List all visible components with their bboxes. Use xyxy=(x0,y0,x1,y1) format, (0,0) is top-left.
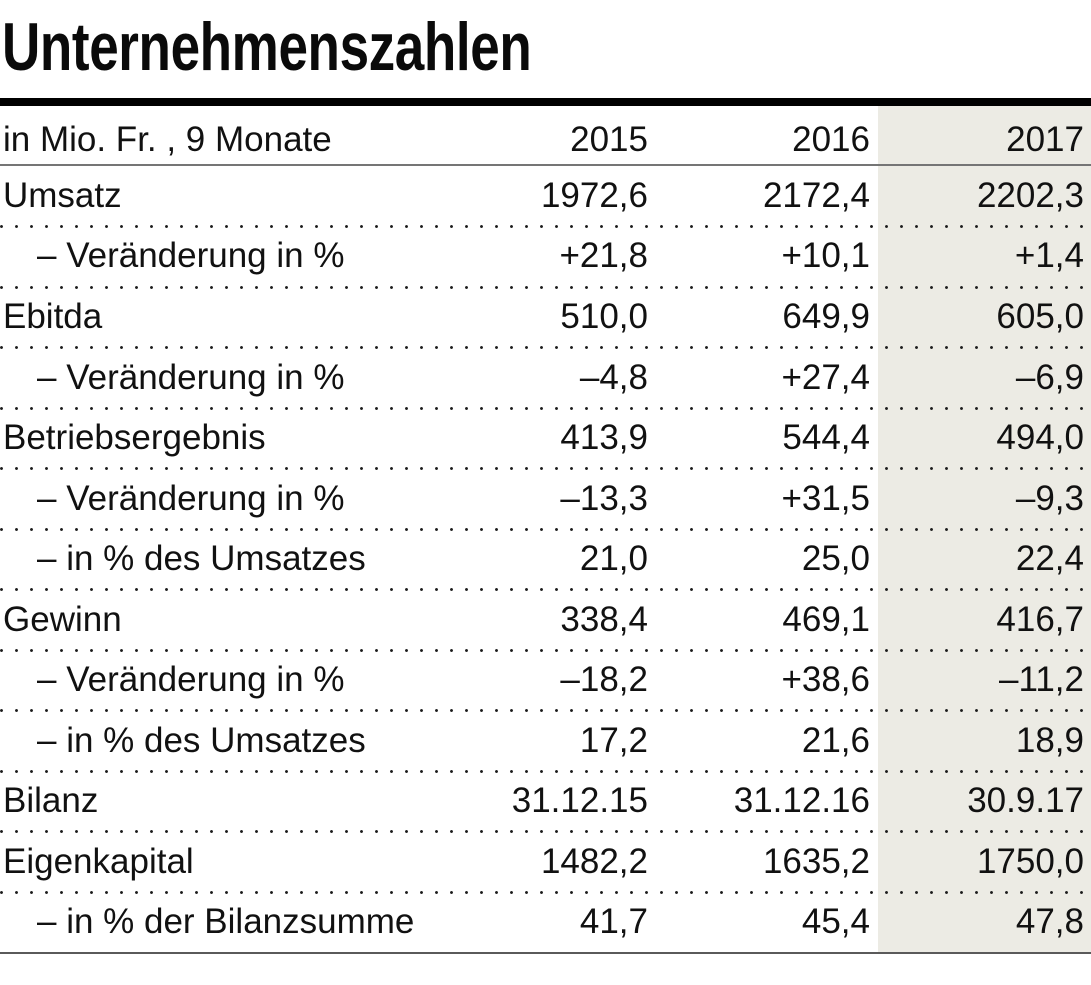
cell-betriebsergebnis-2016: 544,4 xyxy=(782,418,870,458)
row-label-umsatz-veraenderung: – Veränderung in % xyxy=(37,236,345,276)
cell-eigenkapital-bilanzanteil-2015: 41,7 xyxy=(579,902,648,942)
row-label-gewinn: Gewinn xyxy=(3,599,122,639)
cell-bilanz-2015: 31.12.15 xyxy=(511,781,648,821)
cell-gewinn-2017: 416,7 xyxy=(996,599,1084,639)
cell-gewinn-2016: 469,1 xyxy=(782,599,870,639)
row-label-ebitda: Ebitda xyxy=(3,296,103,336)
cell-eigenkapital-2017: 1750,0 xyxy=(976,841,1084,881)
cell-betriebsergebnis-veraenderung-2015: –13,3 xyxy=(560,478,648,518)
figures-table: in Mio. Fr. , 9 Monate 2015 2016 2017 Um… xyxy=(0,106,1091,953)
cell-eigenkapital-2016: 1635,2 xyxy=(762,841,870,881)
cell-umsatz-veraenderung-2016: +10,1 xyxy=(781,236,870,276)
page-title: Unternehmenszahlen xyxy=(2,9,532,85)
cell-ebitda-veraenderung-2016: +27,4 xyxy=(781,357,870,397)
cell-ebitda-veraenderung-2017: –6,9 xyxy=(1015,357,1084,397)
row-label-ebitda-veraenderung: – Veränderung in % xyxy=(37,357,345,397)
cell-ebitda-2016: 649,9 xyxy=(782,296,870,336)
cell-gewinn-umsatzanteil-2017: 18,9 xyxy=(1015,720,1084,760)
unit-header: in Mio. Fr. , 9 Monate xyxy=(3,120,332,160)
cell-gewinn-veraenderung-2015: –18,2 xyxy=(560,660,648,700)
cell-betriebsergebnis-veraenderung-2016: +31,5 xyxy=(781,478,870,518)
cell-umsatz-2016: 2172,4 xyxy=(762,175,870,215)
row-label-betriebsergebnis: Betriebsergebnis xyxy=(3,418,266,458)
year-header-2017: 2017 xyxy=(1006,120,1084,160)
cell-betriebsergebnis-umsatzanteil-2016: 25,0 xyxy=(801,539,870,579)
cell-ebitda-2017: 605,0 xyxy=(996,296,1084,336)
cell-betriebsergebnis-2015: 413,9 xyxy=(560,418,648,458)
cell-ebitda-2015: 510,0 xyxy=(560,296,648,336)
row-label-bilanz: Bilanz xyxy=(3,781,99,821)
title-divider-rule xyxy=(0,98,1091,106)
cell-bilanz-2017: 30.9.17 xyxy=(967,781,1084,821)
cell-gewinn-umsatzanteil-2015: 17,2 xyxy=(579,720,648,760)
year-header-2016: 2016 xyxy=(792,120,870,160)
cell-umsatz-veraenderung-2017: +1,4 xyxy=(1014,236,1084,276)
cell-betriebsergebnis-veraenderung-2017: –9,3 xyxy=(1015,478,1084,518)
row-label-umsatz: Umsatz xyxy=(3,175,122,215)
cell-gewinn-veraenderung-2017: –11,2 xyxy=(999,660,1084,700)
cell-gewinn-2015: 338,4 xyxy=(560,599,648,639)
cell-eigenkapital-2015: 1482,2 xyxy=(540,841,648,881)
row-label-eigenkapital-bilanzanteil: – in % der Bilanzsumme xyxy=(37,902,415,942)
row-label-eigenkapital: Eigenkapital xyxy=(3,841,194,881)
row-label-betriebsergebnis-umsatzanteil: – in % des Umsatzes xyxy=(37,539,366,579)
cell-umsatz-veraenderung-2015: +21,8 xyxy=(559,236,648,276)
cell-eigenkapital-bilanzanteil-2017: 47,8 xyxy=(1015,902,1084,942)
cell-umsatz-2017: 2202,3 xyxy=(976,175,1084,215)
cell-eigenkapital-bilanzanteil-2016: 45,4 xyxy=(801,902,870,942)
row-label-gewinn-veraenderung: – Veränderung in % xyxy=(37,660,345,700)
cell-gewinn-umsatzanteil-2016: 21,6 xyxy=(801,720,870,760)
cell-ebitda-veraenderung-2015: –4,8 xyxy=(579,357,648,397)
cell-gewinn-veraenderung-2016: +38,6 xyxy=(781,660,870,700)
cell-bilanz-2016: 31.12.16 xyxy=(733,781,870,821)
cell-betriebsergebnis-2017: 494,0 xyxy=(996,418,1084,458)
row-label-gewinn-umsatzanteil: – in % des Umsatzes xyxy=(37,720,366,760)
cell-betriebsergebnis-umsatzanteil-2017: 22,4 xyxy=(1015,539,1084,579)
cell-betriebsergebnis-umsatzanteil-2015: 21,0 xyxy=(579,539,648,579)
cell-umsatz-2015: 1972,6 xyxy=(540,175,648,215)
year-header-2015: 2015 xyxy=(570,120,648,160)
row-label-betriebsergebnis-veraenderung: – Veränderung in % xyxy=(37,478,345,518)
